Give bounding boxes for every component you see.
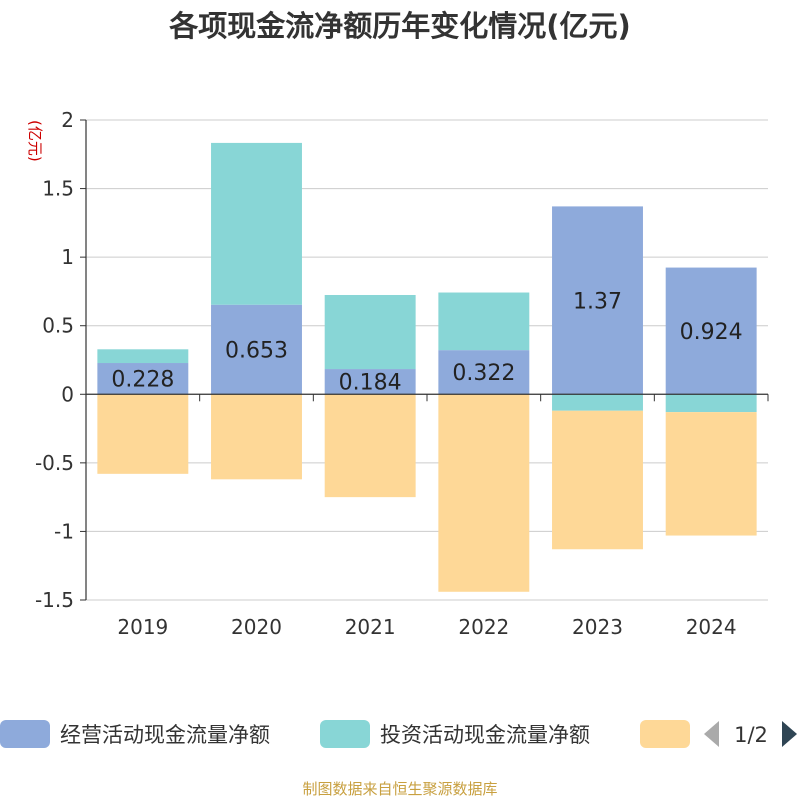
x-tick-label: 2022 (458, 615, 509, 639)
chart-title: 各项现金流净额历年变化情况(亿元) (168, 9, 631, 43)
data-label: 0.653 (225, 339, 288, 364)
bar-series-3-2019[interactable] (97, 394, 189, 474)
bar-series-3-2024[interactable] (665, 412, 757, 536)
x-tick-label: 2019 (117, 615, 168, 639)
legend-page-indicator: 1/2 (734, 723, 768, 747)
x-tick-label: 2023 (572, 615, 623, 639)
bar-series-1-2023[interactable] (552, 206, 643, 395)
x-tick-label: 2024 (686, 615, 737, 639)
data-labels: 0.228 0.653 0.184 0.322 1.37 0.924 (111, 289, 742, 395)
axes: 2 1.5 1 0.5 0 -0.5 -1 -1.5 2019 2020 2021 2022 2023 2… (35, 108, 769, 639)
data-label: 0.322 (452, 361, 515, 386)
y-tick-label: 2 (61, 108, 74, 132)
y-tick-label: -1 (54, 519, 74, 543)
bar-series-1-2024[interactable] (665, 267, 757, 395)
y-tick-label: 0 (61, 382, 74, 406)
bar-series-3-2022[interactable] (438, 394, 530, 592)
y-tick-label: 0.5 (42, 314, 74, 338)
legend-swatch[interactable] (0, 720, 50, 748)
legend[interactable]: 经营活动现金流量净额 投资活动现金流量净额 1/2 (0, 720, 797, 748)
bar-series-1-2020[interactable] (211, 304, 302, 395)
y-tick-label: 1 (61, 245, 74, 269)
bar-series-3-2021[interactable] (324, 394, 416, 498)
legend-label[interactable]: 投资活动现金流量净额 (380, 723, 590, 747)
y-tick-label: -0.5 (35, 451, 74, 475)
source-note: 制图数据来自恒生聚源数据库 (302, 780, 497, 798)
bar-series-2-2019[interactable] (97, 349, 189, 364)
y-tick-label: 1.5 (42, 177, 74, 201)
bar-series-3-2020[interactable] (211, 394, 302, 480)
legend-swatch[interactable] (320, 720, 370, 748)
data-label: 0.924 (680, 320, 743, 345)
bar-series-2-2020[interactable] (211, 142, 302, 305)
y-tick-label: -1.5 (35, 588, 74, 612)
y-axis-unit: (亿元) (26, 120, 44, 162)
bar-series-2-2022[interactable] (438, 292, 530, 351)
bar-series-1-2021[interactable] (324, 369, 416, 395)
x-tick-label: 2020 (231, 615, 282, 639)
grid-lines (86, 119, 768, 601)
data-label: 0.228 (111, 368, 174, 393)
legend-next-icon[interactable] (782, 721, 797, 747)
legend-swatch[interactable] (640, 720, 690, 748)
legend-label[interactable]: 经营活动现金流量净额 (60, 723, 270, 747)
bar-series-1-2022[interactable] (438, 350, 530, 395)
bar-series-1-2019[interactable] (97, 363, 189, 395)
bars (97, 142, 757, 592)
legend-prev-icon[interactable] (704, 721, 719, 747)
bar-series-2-2024[interactable] (665, 394, 757, 413)
bar-series-3-2023[interactable] (552, 410, 643, 550)
bar-series-2-2021[interactable] (324, 294, 416, 370)
bar-series-2-2023[interactable] (552, 394, 643, 411)
data-label: 1.37 (573, 289, 622, 314)
x-tick-label: 2021 (345, 615, 396, 639)
data-label: 0.184 (339, 371, 402, 396)
